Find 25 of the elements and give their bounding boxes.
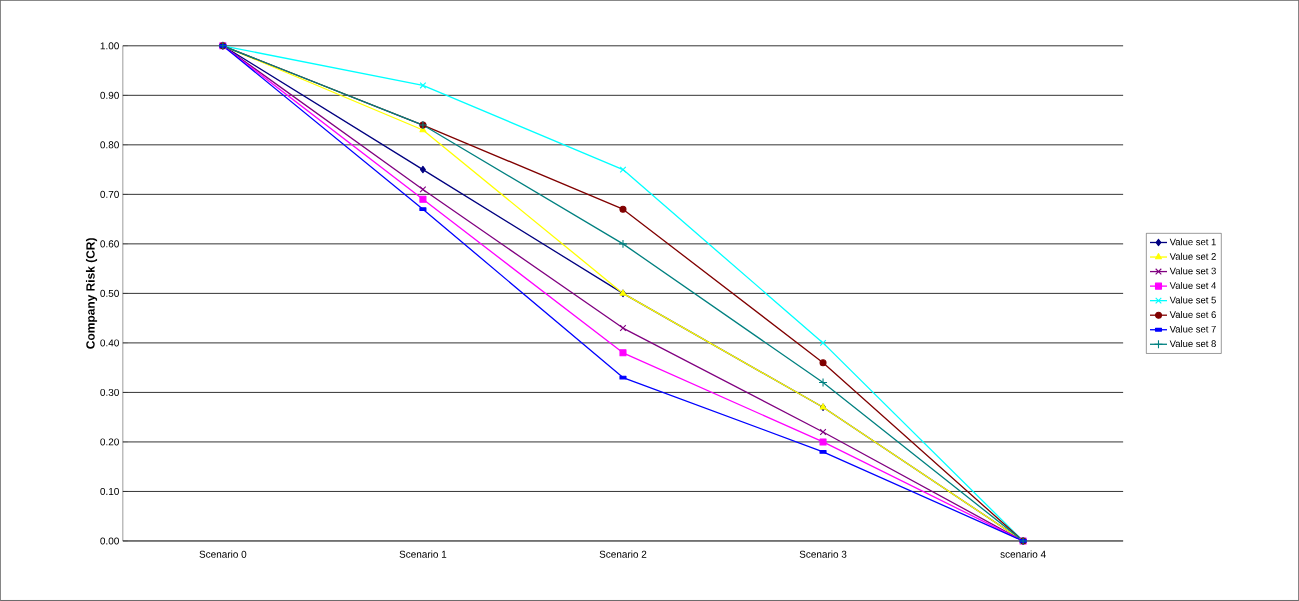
y-axis-title: Company Risk (CR): [85, 238, 98, 349]
legend-label: Value set 4: [1169, 282, 1217, 289]
legend-label: Value set 8: [1169, 340, 1216, 348]
y-tick-label: 1.00: [100, 42, 119, 50]
y-tick-label: 0.10: [100, 488, 119, 496]
y-tick-label: 0.40: [100, 339, 119, 347]
y-tick-label: 0.60: [100, 240, 119, 248]
x-tick-label: Scenario 2: [599, 550, 647, 558]
y-tick-label: 0.70: [100, 190, 119, 198]
y-tick-label: 0.20: [100, 438, 119, 446]
x-tick-label: scenario 4: [1000, 550, 1046, 558]
y-tick-label: 0.90: [100, 91, 119, 99]
legend-label: Value set 2: [1169, 252, 1216, 260]
legend-label: Value set 7: [1169, 325, 1216, 333]
y-tick-label: 0.30: [100, 389, 119, 397]
y-tick-label: 0.80: [100, 141, 119, 149]
y-tick-label: 0.50: [100, 289, 119, 298]
legend-label: Value set 5: [1169, 296, 1216, 304]
legend-label: Value set 6: [1169, 311, 1216, 319]
x-tick-label: Scenario 1: [399, 550, 447, 558]
y-tick-label: 0.00: [100, 537, 119, 545]
legend-label: Value set 1: [1169, 238, 1216, 246]
x-tick-label: Scenario 3: [799, 550, 847, 558]
x-tick-label: Scenario 0: [199, 550, 247, 558]
legend-label: Value set 3: [1169, 267, 1216, 275]
